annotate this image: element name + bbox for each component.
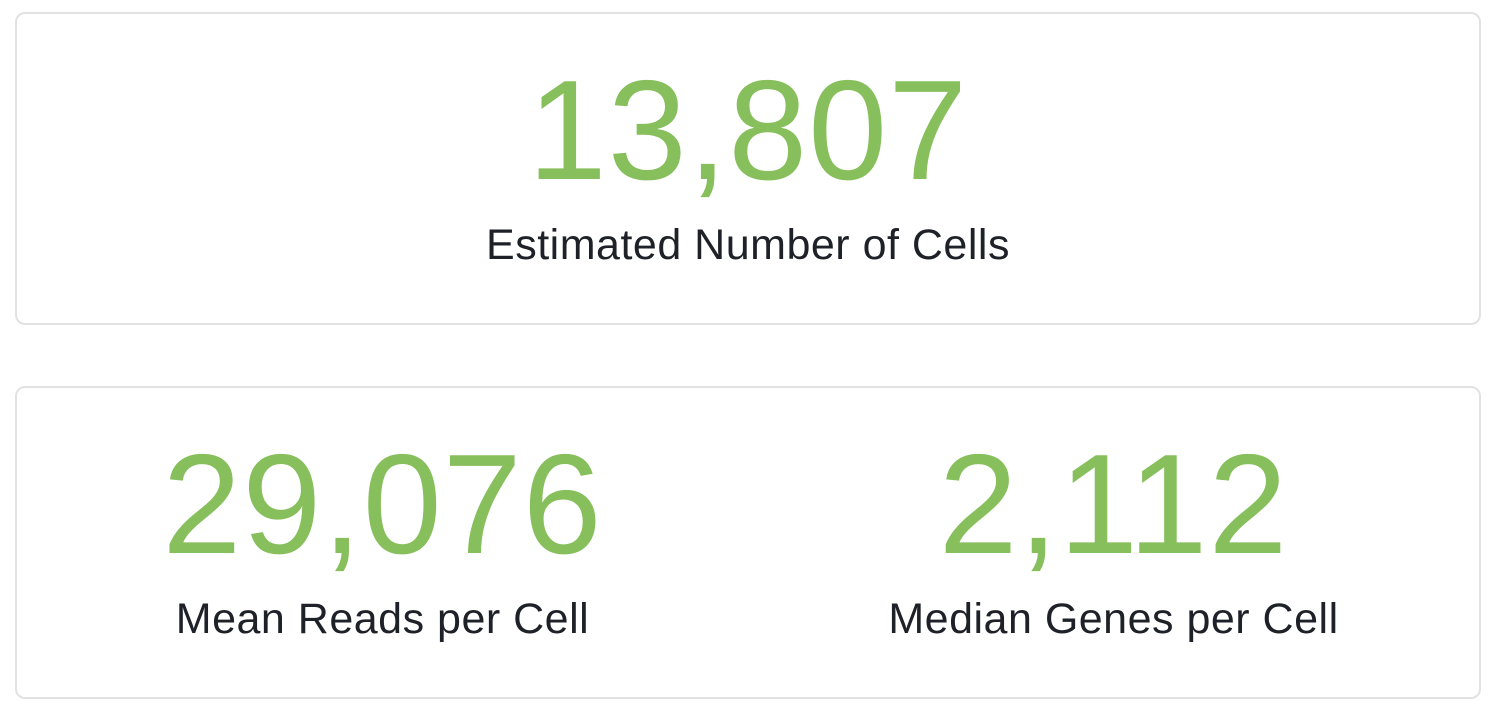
median-genes-metric: 2,112 Median Genes per Cell	[748, 434, 1479, 641]
cells-summary-card: 13,807 Estimated Number of Cells	[15, 12, 1481, 325]
reads-genes-summary-card: 29,076 Mean Reads per Cell 2,112 Median …	[15, 386, 1481, 699]
mean-reads-metric: 29,076 Mean Reads per Cell	[17, 434, 748, 641]
estimated-cells-label: Estimated Number of Cells	[486, 221, 1010, 269]
estimated-cells-metric: 13,807 Estimated Number of Cells	[17, 60, 1479, 267]
estimated-cells-value: 13,807	[527, 51, 969, 210]
median-genes-label: Median Genes per Cell	[888, 595, 1339, 643]
median-genes-value: 2,112	[938, 425, 1289, 584]
mean-reads-label: Mean Reads per Cell	[175, 595, 590, 643]
mean-reads-value: 29,076	[162, 425, 603, 584]
